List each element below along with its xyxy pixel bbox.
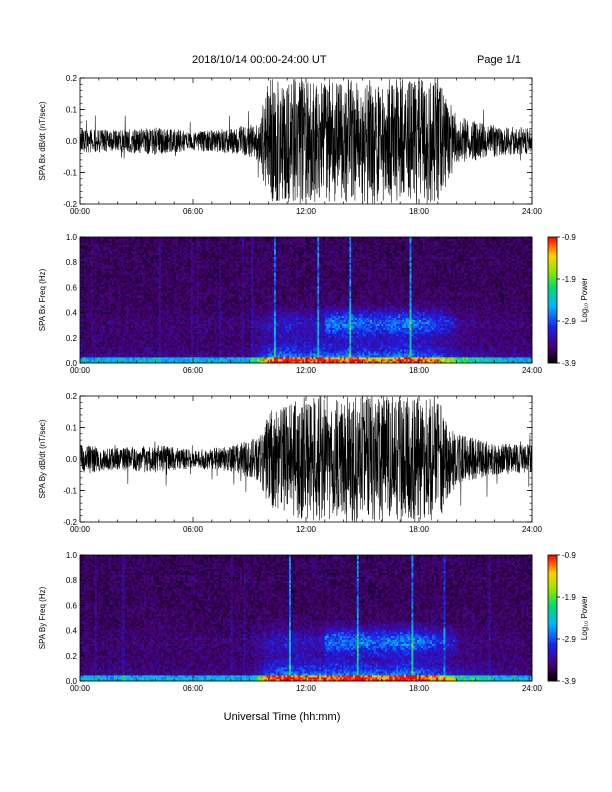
- y-tick-label: 0.4: [66, 627, 78, 636]
- x-tick-label: 24:00: [522, 684, 543, 693]
- y-tick-label: 0.2: [66, 652, 78, 661]
- db-dt-trace-0: [80, 78, 532, 204]
- x-tick-label: 24:00: [522, 525, 543, 534]
- colorbar-3: -0.9 -1.9 -2.9 -3.9 Log₁₀ Power: [547, 551, 589, 686]
- x-tick-label: 00:00: [70, 525, 91, 534]
- y-tick-label: 0.4: [66, 309, 78, 318]
- y-axis-label: SPA By dB/dt (nT/sec): [38, 419, 47, 498]
- y-tick-label: 0.0: [66, 359, 78, 368]
- y-tick-label: 0.8: [66, 576, 78, 585]
- x-tick-label: 12:00: [296, 366, 317, 375]
- y-tick-label: 0.2: [66, 74, 78, 83]
- colorbar-1: -0.9 -1.9 -2.9 -3.9 Log₁₀ Power: [547, 233, 589, 368]
- db-dt-trace-2: [80, 396, 532, 522]
- y-tick-label: -0.2: [63, 200, 77, 209]
- x-tick-label: 06:00: [183, 207, 204, 216]
- y-tick-label: -0.2: [63, 518, 77, 527]
- y-tick-label: 0.6: [66, 283, 78, 292]
- colorbar-tick-label: -2.9: [562, 635, 576, 644]
- y-tick-label: 0.2: [66, 334, 78, 343]
- y-tick-label: 0.2: [66, 392, 78, 401]
- colorbar-label: Log₁₀ Power: [580, 278, 589, 323]
- x-tick-label: 12:00: [296, 684, 317, 693]
- colorbar-tick-label: -3.9: [562, 359, 576, 368]
- x-tick-label: 24:00: [522, 207, 543, 216]
- y-tick-label: -0.1: [63, 487, 77, 496]
- colorbar-tick-label: -0.9: [562, 233, 576, 242]
- page-indicator: Page 1/1: [477, 54, 521, 66]
- y-tick-label: 0.8: [66, 258, 78, 267]
- y-axis-label: SPA Bx dB/dt (nT/sec): [38, 101, 47, 180]
- x-tick-label: 00:00: [70, 684, 91, 693]
- x-tick-label: 00:00: [70, 207, 91, 216]
- y-tick-label: 0.0: [66, 455, 78, 464]
- y-tick-label: -0.1: [63, 169, 77, 178]
- x-tick-label: 12:00: [296, 525, 317, 534]
- colorbar-tick-label: -1.9: [562, 593, 576, 602]
- x-tick-label: 00:00: [70, 366, 91, 375]
- spectrogram-1: [80, 237, 533, 364]
- x-axis-title: Universal Time (hh:mm): [224, 711, 341, 723]
- y-tick-label: 0.6: [66, 601, 78, 610]
- x-tick-label: 18:00: [409, 684, 430, 693]
- y-tick-label: 0.1: [66, 424, 78, 433]
- y-tick-label: 0.1: [66, 106, 78, 115]
- y-tick-label: 1.0: [66, 233, 78, 242]
- y-tick-label: 0.0: [66, 677, 78, 686]
- x-tick-label: 18:00: [409, 207, 430, 216]
- y-axis-label: SPA By Freq (Hz): [38, 586, 47, 649]
- x-tick-label: 18:00: [409, 525, 430, 534]
- colorbar-tick-label: -3.9: [562, 677, 576, 686]
- x-tick-label: 12:00: [296, 207, 317, 216]
- chart-title: 2018/10/14 00:00-24:00 UT: [192, 54, 327, 66]
- x-tick-label: 18:00: [409, 366, 430, 375]
- colorbar-tick-label: -0.9: [562, 551, 576, 560]
- y-axis-label: SPA Bx Freq (Hz): [38, 268, 47, 331]
- x-tick-label: 06:00: [183, 366, 204, 375]
- colorbar-tick-label: -2.9: [562, 317, 576, 326]
- spectrogram-3: [80, 555, 533, 682]
- x-tick-label: 24:00: [522, 366, 543, 375]
- x-tick-label: 06:00: [183, 684, 204, 693]
- colorbar-tick-label: -1.9: [562, 275, 576, 284]
- colorbar-label: Log₁₀ Power: [580, 596, 589, 641]
- x-tick-label: 06:00: [183, 525, 204, 534]
- y-tick-label: 1.0: [66, 551, 78, 560]
- y-tick-label: 0.0: [66, 137, 78, 146]
